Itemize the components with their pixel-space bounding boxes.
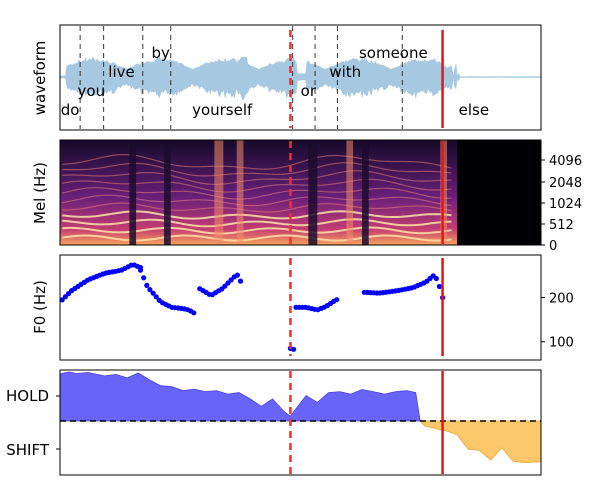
word-label: by — [151, 44, 170, 62]
f0-ytick-labels: 100 200 — [541, 292, 574, 351]
f0-event-lines — [289, 258, 444, 356]
waveform-ylabel: waveform — [31, 41, 49, 116]
turn-panel: HOLD SHIFT — [6, 369, 542, 476]
f0-point — [59, 297, 65, 303]
mel-harmonic — [62, 178, 452, 193]
event-lines — [289, 30, 444, 128]
mel-ytick-labels: 0 512 1024 2048 4096 — [541, 154, 582, 254]
mel-pause — [164, 140, 171, 245]
mel-pause — [362, 140, 369, 245]
waveform-frame — [59, 24, 542, 131]
shift-area — [419, 420, 542, 464]
word-label: live — [108, 63, 134, 81]
mel-ytick-label: 1024 — [549, 197, 582, 212]
f0-point — [291, 346, 297, 352]
mel-harmonic — [62, 202, 452, 213]
mel-harmonic — [62, 210, 452, 220]
hold-label: HOLD — [6, 387, 49, 405]
mel-harmonic — [62, 194, 452, 207]
f0-ytick-label: 200 — [549, 292, 574, 307]
word-label: else — [459, 101, 489, 119]
word-label: do — [61, 101, 80, 119]
f0-point — [150, 290, 156, 296]
mel-fricative — [214, 140, 224, 245]
f0-point — [191, 310, 197, 316]
mel-spectrogram-image — [60, 140, 541, 245]
mel-pause — [129, 140, 137, 245]
f0-point — [237, 278, 244, 284]
mel-harmonic — [62, 154, 452, 170]
f0-point — [234, 272, 240, 278]
mel-harmonic — [62, 226, 452, 235]
mel-silence — [457, 140, 541, 245]
f0-point — [334, 297, 340, 303]
f0-points — [59, 262, 446, 352]
mel-ytick-label: 0 — [549, 239, 557, 254]
word-label: you — [78, 82, 106, 100]
word-label: someone — [359, 44, 428, 62]
mel-ytick-label: 2048 — [549, 176, 582, 191]
hold-area — [59, 371, 421, 422]
turn-areas — [59, 371, 542, 464]
shift-label: SHIFT — [6, 441, 50, 459]
mel-harmonic — [62, 162, 452, 177]
mel-fricative — [236, 140, 244, 245]
f0-ytick-label: 100 — [549, 336, 574, 351]
f0-point — [144, 282, 150, 288]
mel-harmonic — [62, 187, 452, 200]
mel-frame — [59, 139, 542, 246]
f0-point — [153, 294, 159, 300]
f0-point — [147, 287, 153, 293]
f0-point — [433, 275, 439, 282]
mel-event-lines — [289, 141, 444, 244]
turn-event-lines — [289, 371, 444, 474]
f0-panel: F0 (Hz) 100 200 — [31, 254, 574, 361]
word-label: with — [329, 63, 361, 81]
word-boundaries — [79, 26, 403, 129]
f0-point — [141, 275, 147, 281]
mel-fricative — [346, 140, 354, 245]
turn-frame — [59, 369, 542, 476]
mel-ytick-label: 4096 — [549, 154, 582, 169]
word-label: yourself — [192, 101, 253, 119]
word-label: or — [301, 82, 317, 100]
f0-point — [436, 283, 442, 290]
mel-panel: Mel (Hz) 0 512 1024 2048 4096 — [31, 139, 582, 254]
f0-point — [137, 267, 144, 273]
mel-harmonic — [62, 218, 452, 228]
f0-frame — [59, 254, 542, 361]
mel-ylabel: Mel (Hz) — [31, 162, 49, 224]
mel-ytick-label: 512 — [549, 218, 574, 233]
mel-pause — [308, 140, 318, 245]
f0-ylabel: F0 (Hz) — [31, 280, 49, 334]
mel-harmonic — [62, 234, 452, 242]
mel-harmonic — [62, 170, 452, 186]
